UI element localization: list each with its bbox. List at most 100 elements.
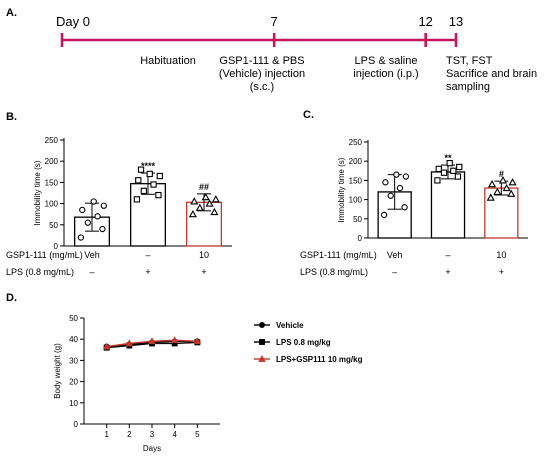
data-point <box>188 209 197 218</box>
significance-label: **** <box>141 161 156 171</box>
y-tick-label: 50 <box>353 215 362 224</box>
data-point <box>190 197 199 205</box>
y-tick-label: 50 <box>69 314 78 323</box>
y-tick-label: 250 <box>349 138 363 147</box>
timeline-phase-3-line-0: TST, FST <box>446 55 493 67</box>
y-tick-label: 150 <box>45 178 59 187</box>
data-point <box>150 181 157 188</box>
gsp-condition-value: Veh <box>387 250 403 260</box>
gsp-condition-value: 10 <box>199 250 209 260</box>
y-tick-label: 0 <box>54 242 59 251</box>
series-point-2 <box>170 336 179 344</box>
data-point <box>456 163 463 171</box>
data-point <box>401 204 408 211</box>
data-point <box>100 202 107 209</box>
timeline-phase-3-line-1: Sacrifice and brain <box>446 68 537 80</box>
timeline-day-3: 13 <box>449 14 463 29</box>
x-tick-label: 5 <box>195 430 200 439</box>
lps-condition-value: + <box>499 267 504 277</box>
lps-condition-value: + <box>445 267 450 277</box>
series-point-2 <box>193 337 202 345</box>
y-tick-label: 100 <box>45 200 59 209</box>
lps-condition-value: + <box>145 267 150 277</box>
x-axis-title: Days <box>143 444 161 453</box>
y-tick-label: 30 <box>69 356 78 365</box>
data-point <box>205 199 214 207</box>
data-point <box>135 177 142 184</box>
y-tick-label: 0 <box>74 420 79 429</box>
panel-b-label: B. <box>6 111 17 123</box>
gsp-condition-label: GSP1-111 (mg/mL) <box>300 250 377 260</box>
legend-marker-2 <box>258 354 266 362</box>
timeline-phase-2-line-1: injection (i.p.) <box>353 68 418 80</box>
data-point <box>396 184 404 192</box>
y-axis-title: Body weight (g) <box>53 343 62 399</box>
immobility-chart-c: 0 50 100 150 200 250 Immobility time (s) ** # <box>337 138 528 243</box>
data-point <box>146 170 153 178</box>
y-axis-title: Immobility time (s) <box>33 160 42 225</box>
significance-label: # <box>499 169 504 179</box>
data-point <box>450 167 457 174</box>
data-point <box>435 165 442 173</box>
data-point <box>498 176 508 184</box>
data-point <box>440 169 448 176</box>
series-point-2 <box>102 342 111 350</box>
legend-label-2: LPS+GSP111 10 mg/kg <box>276 355 363 364</box>
data-point <box>210 207 219 216</box>
x-tick-label: 2 <box>127 430 132 439</box>
y-tick-label: 200 <box>349 157 363 166</box>
y-tick-label: 10 <box>69 399 78 408</box>
lps-condition-label: LPS (0.8 mg/mL) <box>6 267 74 277</box>
data-point <box>402 173 410 180</box>
significance-label: ## <box>199 182 209 192</box>
timeline-phase-2-line-0: LPS & saline <box>355 55 418 67</box>
y-tick-label: 20 <box>69 378 78 387</box>
data-point <box>434 177 441 184</box>
data-point <box>393 171 400 178</box>
y-tick-label: 50 <box>49 221 58 230</box>
data-point <box>133 196 141 203</box>
legend-label-0: Vehicle <box>276 321 304 330</box>
legend-marker-0 <box>259 322 265 328</box>
gsp-condition-label: GSP1-111 (mg/mL) <box>6 250 83 260</box>
y-tick-label: 150 <box>349 176 363 185</box>
timeline-day-1: 7 <box>271 14 278 29</box>
data-point <box>488 179 497 188</box>
y-tick-label: 0 <box>358 234 363 243</box>
timeline-day-2: 12 <box>418 14 432 29</box>
data-point <box>140 187 147 195</box>
panel-a-label: A. <box>6 7 17 19</box>
data-point <box>77 234 85 241</box>
lps-condition-label: LPS (0.8 mg/mL) <box>300 267 368 277</box>
data-point <box>201 192 210 201</box>
immobility-chart-b: 0 50 100 150 200 250 Immobility time (s) **** ## <box>33 136 232 251</box>
data-point <box>382 179 389 186</box>
panel-d-label: D. <box>6 292 17 304</box>
timeline-phase-1-line-1: (Vehicle) injection <box>219 68 305 80</box>
x-tick-label: 4 <box>172 430 177 439</box>
lps-condition-value: + <box>201 267 206 277</box>
data-point <box>507 189 516 197</box>
timeline-phase-1-line-2: (s.c.) <box>250 81 274 93</box>
gsp-condition-value: – <box>145 250 150 260</box>
data-point <box>84 219 91 226</box>
conditions-c: GSP1-111 (mg/mL) LPS (0.8 mg/mL) Veh – 10 – + + <box>300 250 506 277</box>
timeline-phase-3-line-2: sampling <box>446 81 490 93</box>
timeline-day-0: Day 0 <box>56 14 90 29</box>
data-point <box>502 183 511 192</box>
legend-label-1: LPS 0.8 mg/kg <box>276 338 331 347</box>
data-point <box>137 166 145 173</box>
data-point <box>508 178 517 186</box>
data-point <box>195 203 204 211</box>
y-tick-label: 200 <box>45 157 59 166</box>
data-point <box>156 172 163 180</box>
y-axis-title: Immobility time (s) <box>337 157 346 222</box>
gsp-condition-value: – <box>445 250 450 260</box>
x-tick-label: 1 <box>104 430 109 439</box>
data-point <box>155 191 162 199</box>
significance-label: ** <box>444 153 452 163</box>
x-tick-label: 3 <box>150 430 155 439</box>
conditions-b: GSP1-111 (mg/mL) LPS (0.8 mg/mL) Veh – 10 – + + <box>6 250 209 277</box>
data-point <box>99 225 106 233</box>
